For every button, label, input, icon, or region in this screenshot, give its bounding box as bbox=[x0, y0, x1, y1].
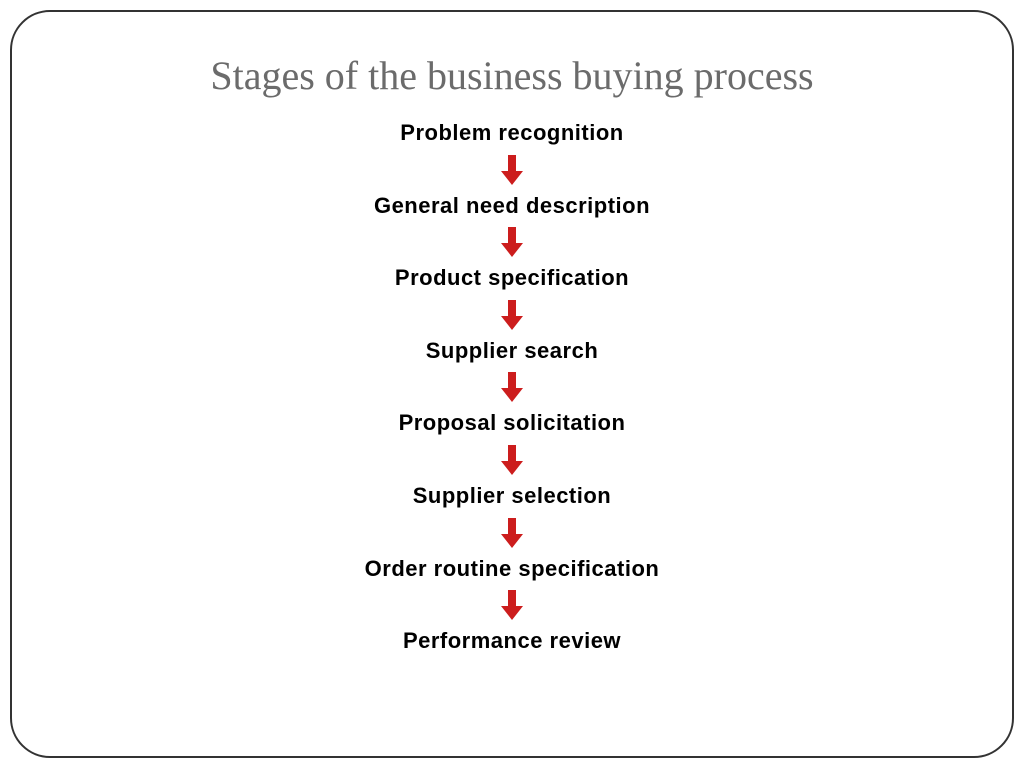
flow-stage: Supplier search bbox=[426, 337, 599, 366]
arrow-down-icon bbox=[501, 297, 523, 333]
slide-frame: Stages of the business buying process Pr… bbox=[10, 10, 1014, 758]
flow-stage: Product specification bbox=[395, 264, 629, 293]
arrow-down-icon bbox=[501, 152, 523, 188]
arrow-down-icon bbox=[501, 369, 523, 405]
flow-stage: General need description bbox=[374, 192, 650, 221]
flow-stage: Proposal solicitation bbox=[399, 409, 626, 438]
arrow-down-icon bbox=[501, 224, 523, 260]
flow-stage: Problem recognition bbox=[400, 119, 623, 148]
arrow-down-icon bbox=[501, 515, 523, 551]
slide-title: Stages of the business buying process bbox=[62, 52, 962, 99]
arrow-down-icon bbox=[501, 442, 523, 478]
flow-stage: Supplier selection bbox=[413, 482, 612, 511]
arrow-down-icon bbox=[501, 587, 523, 623]
flow-stage: Order routine specification bbox=[365, 555, 660, 584]
flowchart: Problem recognition General need descript… bbox=[62, 119, 962, 656]
flow-stage: Performance review bbox=[403, 627, 621, 656]
